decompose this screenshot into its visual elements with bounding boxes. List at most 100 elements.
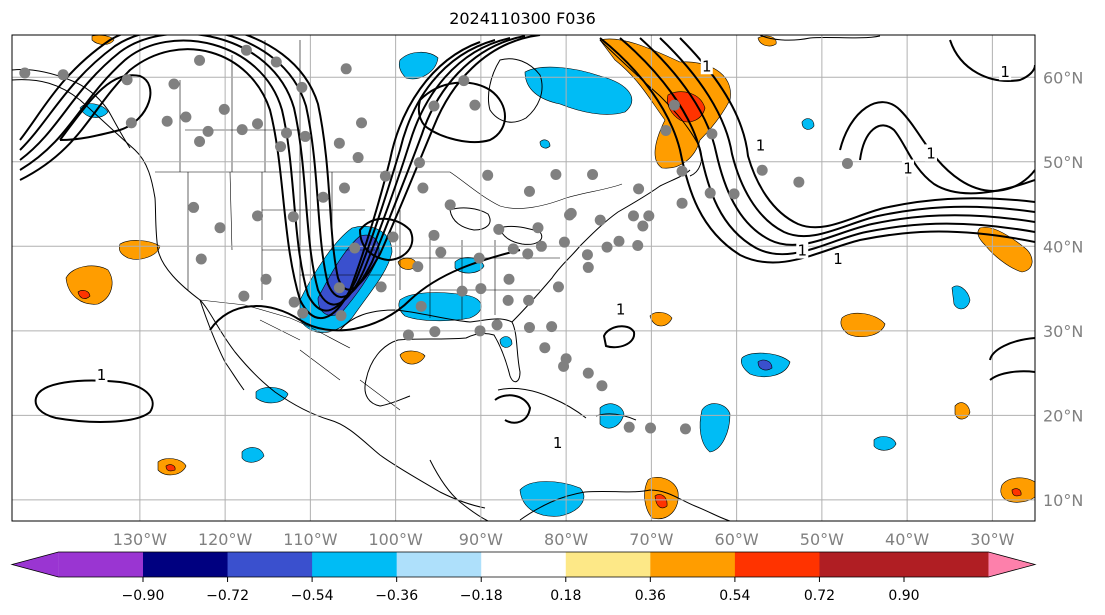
station-dot <box>260 273 272 285</box>
station-dot <box>581 249 593 261</box>
station-dot <box>428 100 440 112</box>
station-dot <box>493 223 505 235</box>
station-dot <box>594 214 606 226</box>
contour-ridge-east-2 <box>619 37 1035 256</box>
contour-gulf-loop <box>209 249 521 332</box>
positive-anomaly-pacific-west-core <box>77 290 91 299</box>
contour-label-bg <box>754 136 767 154</box>
station-dot <box>444 199 456 211</box>
colorbar-tick-label: 0.72 <box>804 588 835 604</box>
contour-label: 1 <box>553 434 563 452</box>
station-dot <box>456 285 468 297</box>
colorbar-tick-label: 0.54 <box>719 588 750 604</box>
contour-label-bg <box>700 57 713 75</box>
colorbar-outline <box>10 551 1037 578</box>
colorbar: −0.90 −0.72 −0.54 −0.36 −0.18 0.18 0.36 0.54 0.7… <box>10 551 1037 604</box>
station-dot <box>469 99 481 111</box>
colorbar-segment <box>58 552 143 577</box>
negative-anomaly-hudson <box>524 66 633 115</box>
south-america-coast <box>519 489 731 521</box>
station-dot <box>317 191 329 203</box>
station-dot <box>275 141 287 153</box>
contour-label: 1 <box>797 242 807 260</box>
labrador-coast <box>599 39 703 177</box>
station-dot <box>417 182 429 194</box>
station-dot <box>660 125 672 137</box>
contour-label-bg <box>614 300 627 318</box>
station-dot <box>507 243 519 255</box>
contour-ridge-east-3 <box>639 37 1035 246</box>
lon-tick-label: 30°W <box>970 530 1014 549</box>
station-dot <box>535 240 547 252</box>
contour-pacific-low <box>34 379 154 423</box>
station-dot <box>532 222 544 234</box>
station-dot <box>676 165 688 177</box>
contour-label: 1 <box>1000 63 1010 81</box>
station-dot <box>491 319 503 331</box>
station-dot <box>296 81 308 93</box>
station-dot <box>299 130 311 142</box>
negative-anomaly-atlantic-25n-core <box>757 359 773 371</box>
colorbar-segment <box>396 552 482 577</box>
station-dot <box>502 294 514 306</box>
contour-ridge-east-1 <box>599 37 1035 264</box>
station-dot <box>435 246 447 258</box>
contour-label-bg <box>924 144 937 162</box>
station-dot <box>161 115 173 127</box>
station-dot <box>287 211 299 223</box>
station-dot <box>474 325 486 337</box>
station-dot <box>338 182 350 194</box>
lat-tick-label: 40°N <box>1043 237 1083 256</box>
station-dot <box>793 176 805 188</box>
positive-anomaly-atlantic-10n-core <box>1011 488 1022 497</box>
station-dot <box>546 321 558 333</box>
station-dot <box>676 197 688 209</box>
contour-label-bg <box>796 241 809 259</box>
lon-tick-label: 80°W <box>544 530 588 549</box>
colorbar-extend-high <box>988 552 1035 577</box>
colorbar-segment <box>734 552 820 577</box>
station-dot <box>415 300 427 312</box>
station-dot <box>473 252 485 264</box>
greenland-edge <box>759 35 881 41</box>
lon-tick-label: 60°W <box>715 530 759 549</box>
colorbar-segment <box>227 552 313 577</box>
station-dot <box>565 207 577 219</box>
colorbar-segment <box>650 552 736 577</box>
contour-label: 1 <box>702 57 712 75</box>
positive-anomaly-atlantic-33n <box>649 312 673 327</box>
contour-trough-west-3 <box>19 35 511 306</box>
colorbar-segment <box>904 552 989 577</box>
state-lines-east <box>399 210 560 320</box>
station-markers <box>19 44 853 435</box>
colorbar-segment <box>819 552 905 577</box>
political-borders <box>155 40 623 411</box>
station-dot <box>349 242 361 254</box>
station-dot <box>340 63 352 75</box>
lon-tick-label: 100°W <box>368 530 423 549</box>
colorbar-tick-label: −0.72 <box>206 588 249 604</box>
station-dot <box>413 157 425 169</box>
contour-label-bg <box>901 159 914 177</box>
station-dot <box>503 273 515 285</box>
coastlines <box>12 35 881 521</box>
lat-tick-label: 20°N <box>1043 406 1083 425</box>
station-dot <box>352 152 364 164</box>
positive-anomaly-south-america-core <box>654 494 668 509</box>
central-america <box>429 459 489 521</box>
station-dot <box>523 294 535 306</box>
station-dot <box>627 210 639 222</box>
station-dot <box>121 74 133 86</box>
contour-atlantic-north <box>949 39 1035 82</box>
station-dot <box>587 168 599 180</box>
station-dot <box>637 220 649 232</box>
contour-lines <box>19 35 1035 424</box>
colorbar-tick-label: −0.18 <box>460 588 503 604</box>
colorbar-segment <box>565 552 651 577</box>
contour-trough-west-6 <box>59 74 152 141</box>
station-dot <box>19 67 31 79</box>
station-dot <box>668 99 680 111</box>
negative-anomaly-atlantic-35n <box>951 285 971 310</box>
